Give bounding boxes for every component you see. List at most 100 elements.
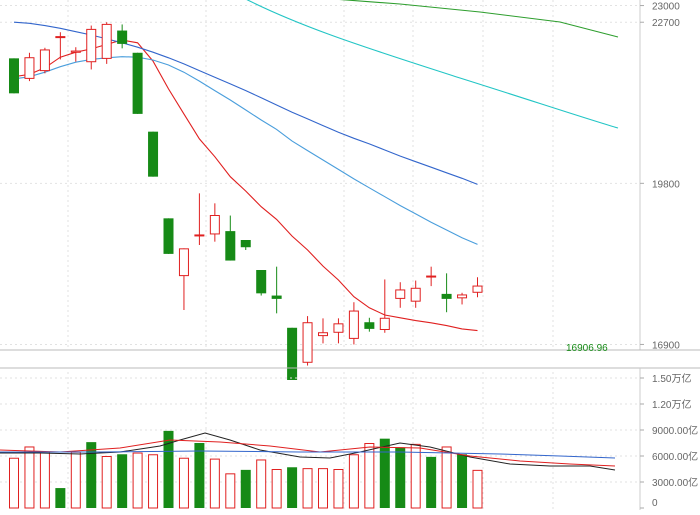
candle xyxy=(101,22,112,64)
price-tick-label: 16900 xyxy=(652,340,680,351)
candle xyxy=(395,282,406,308)
volume-bar xyxy=(472,469,483,509)
volume-panel: 0 3000.00亿 6000.00亿 9000.00亿 1.20万亿 1.50万亿 xyxy=(0,367,700,510)
candle xyxy=(318,318,328,344)
volume-bar xyxy=(410,443,421,509)
candle-body xyxy=(209,215,220,235)
candle xyxy=(271,266,282,314)
volume-bar xyxy=(163,430,174,508)
ma-line-2 xyxy=(13,21,478,185)
candle xyxy=(70,47,81,62)
candle-body xyxy=(163,218,174,254)
candle-body xyxy=(194,234,205,237)
volume-bar xyxy=(24,446,35,509)
volume-bar xyxy=(457,454,468,508)
candle-body xyxy=(39,49,50,72)
price-tick-label: 19800 xyxy=(652,179,680,190)
candle-body xyxy=(441,293,452,299)
last-low-label: 16906.96 xyxy=(566,343,608,354)
candle xyxy=(287,327,298,380)
candle xyxy=(333,318,344,344)
candle xyxy=(256,270,267,296)
volume-bar xyxy=(318,468,328,509)
ma-line-long-green xyxy=(339,0,619,38)
candle-body xyxy=(225,231,236,261)
candle xyxy=(55,32,66,60)
volume-bar xyxy=(178,457,189,509)
volume-bar xyxy=(70,451,81,509)
candle xyxy=(194,193,205,245)
candle xyxy=(86,25,97,70)
volume-bar xyxy=(86,442,97,508)
candle-body xyxy=(271,295,282,299)
volume-bar xyxy=(55,488,66,508)
volume-bar xyxy=(348,454,359,509)
candle-body xyxy=(55,36,66,39)
candle xyxy=(302,316,313,366)
candle-body xyxy=(101,23,112,59)
candle-body xyxy=(9,58,19,94)
price-tick-label: 23000 xyxy=(652,2,680,13)
volume-tick-label: 3000.00亿 xyxy=(652,476,698,489)
candle xyxy=(472,277,483,298)
volume-bar xyxy=(9,457,19,509)
candle-body xyxy=(178,248,189,277)
candle xyxy=(379,279,390,333)
volume-bar xyxy=(101,456,112,509)
candle-body xyxy=(24,57,35,79)
candle-body xyxy=(426,275,437,278)
candle-body xyxy=(333,323,344,333)
volume-bar xyxy=(287,467,298,508)
candle xyxy=(39,47,50,74)
candle xyxy=(225,215,236,261)
price-panel: 23000 22700 19800 16900 16906.96 xyxy=(0,0,700,380)
volume-bar xyxy=(225,473,236,509)
ma-line-0 xyxy=(13,39,478,332)
volume-bar xyxy=(132,452,143,509)
candle-body xyxy=(148,131,159,177)
price-tick-label: 22700 xyxy=(652,18,680,29)
candle xyxy=(209,203,220,242)
candle-body xyxy=(256,270,267,294)
volume-bar xyxy=(379,438,390,508)
candle xyxy=(426,266,437,287)
volume-tick-label: 1.50万亿 xyxy=(652,372,691,385)
volume-bar xyxy=(194,443,205,508)
volume-bar xyxy=(426,456,437,508)
candle-body xyxy=(395,289,406,299)
volume-tick-label: 9000.00亿 xyxy=(652,424,698,437)
volume-bar xyxy=(240,469,251,508)
candle-body xyxy=(379,317,390,330)
ma-line-long-cyan xyxy=(246,0,619,129)
candle-body xyxy=(287,327,298,380)
candle xyxy=(132,52,143,114)
volume-bar xyxy=(256,459,267,509)
candle xyxy=(178,248,189,310)
candle-body xyxy=(410,287,421,302)
candle-body xyxy=(318,332,328,337)
candle xyxy=(348,302,359,345)
candle xyxy=(163,218,174,254)
candle xyxy=(364,317,375,332)
candle-body xyxy=(86,28,97,63)
volume-ma-blue xyxy=(0,450,616,459)
volume-bar xyxy=(395,447,406,508)
candle-body xyxy=(457,294,468,299)
volume-bar xyxy=(441,446,452,509)
candle-body xyxy=(302,322,313,363)
candle-body xyxy=(348,310,359,339)
candle xyxy=(24,52,35,82)
candle-body xyxy=(240,240,251,248)
candle xyxy=(117,24,128,49)
candle xyxy=(9,58,19,94)
candle-body xyxy=(70,50,81,53)
volume-bar xyxy=(302,468,313,509)
candle-body xyxy=(132,52,143,114)
volume-bar xyxy=(271,469,282,509)
volume-bar xyxy=(364,443,375,509)
candle-body xyxy=(472,285,483,293)
volume-bar xyxy=(333,469,344,509)
volume-bar xyxy=(117,454,128,508)
candle xyxy=(457,292,468,305)
